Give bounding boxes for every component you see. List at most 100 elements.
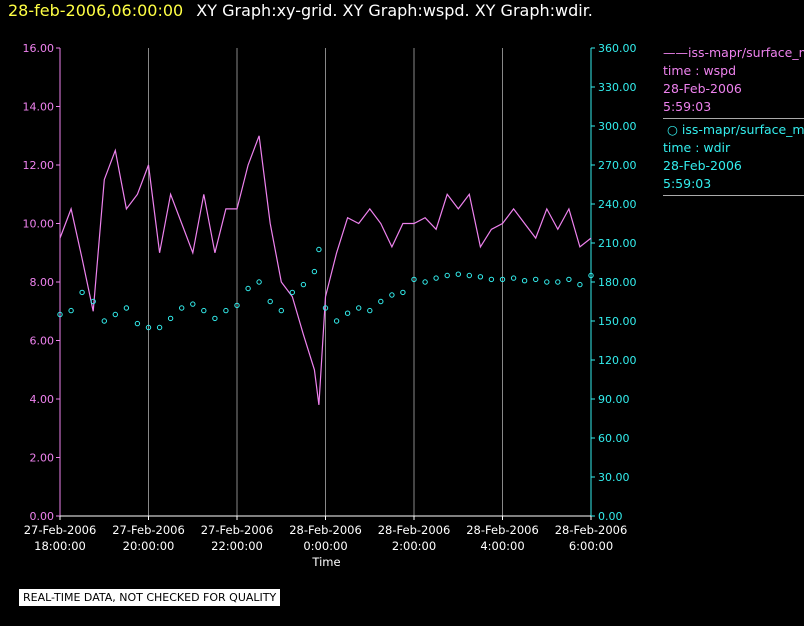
y-left-tick-label: 16.00	[23, 42, 55, 55]
y-right-tick-label: 210.00	[598, 237, 637, 250]
x-tick-label-time: 20:00:00	[123, 539, 175, 553]
series-wdir-point	[101, 318, 108, 324]
series-wdir-point	[79, 289, 85, 296]
disclaimer-label: REAL-TIME DATA, NOT CHECKED FOR QUALITY	[19, 589, 281, 606]
y-left-tick-label: 14.00	[23, 101, 55, 114]
x-tick-label-time: 2:00:00	[392, 539, 436, 553]
legend-wspd-label: ——iss-mapr/surface_m	[663, 45, 804, 60]
series-wdir-point	[311, 268, 318, 275]
y-left-tick-label: 0.00	[30, 510, 55, 523]
series-wdir-point	[316, 246, 322, 253]
x-tick-label-date: 27-Feb-2006	[24, 523, 97, 537]
series-wdir-point	[90, 298, 96, 305]
series-wdir-point	[322, 305, 329, 311]
series-wdir-point	[68, 307, 74, 314]
y-right-tick-label: 360.00	[598, 42, 637, 55]
series-wdir-point	[57, 311, 63, 318]
series-wdir-point	[477, 274, 484, 280]
y-right-tick-label: 330.00	[598, 81, 637, 94]
series-wdir-point	[145, 324, 152, 331]
series-wdir-point	[544, 279, 550, 285]
series-wdir-point	[455, 271, 461, 277]
series-wdir-point	[201, 307, 207, 314]
header-date: 28-feb-2006,06:00:00	[8, 1, 184, 20]
series-wdir-point	[499, 276, 506, 283]
x-tick-label-time: 4:00:00	[480, 539, 524, 553]
x-tick-label-date: 28-Feb-2006	[378, 523, 451, 537]
y-left-tick-label: 4.00	[30, 393, 55, 406]
series-wdir-point	[367, 307, 373, 314]
y-right-tick-label: 90.00	[598, 393, 630, 406]
series-wdir-point	[267, 298, 273, 305]
series-wdir-point	[256, 279, 262, 285]
header-titles: XY Graph:xy-grid. XY Graph:wspd. XY Grap…	[196, 1, 593, 20]
x-tick-label-date: 27-Feb-2006	[201, 523, 274, 537]
series-wdir-point	[533, 276, 539, 283]
series-wdir-point	[112, 311, 119, 318]
y-right-tick-label: 180.00	[598, 276, 637, 289]
legend-circle-icon: ○	[663, 122, 682, 137]
series-wdir-point	[223, 307, 229, 314]
x-tick-label-time: 0:00:00	[303, 539, 347, 553]
series-wdir-point	[134, 320, 141, 327]
series-wdir-point	[179, 305, 185, 311]
legend-wspd[interactable]: ——iss-mapr/surface_m time : wspd 28-Feb-…	[663, 44, 804, 119]
series-wdir-point	[234, 302, 240, 309]
series-wdir-point	[245, 285, 251, 292]
header: 28-feb-2006,06:00:00 XY Graph:xy-grid. X…	[8, 1, 593, 20]
y-left-tick-label: 2.00	[30, 452, 55, 465]
x-tick-label-time: 6:00:00	[569, 539, 613, 553]
legend-wspd-line2: 28-Feb-2006	[663, 81, 742, 96]
series-wdir-point	[278, 307, 284, 314]
x-tick-label-time: 22:00:00	[211, 539, 263, 553]
series-wdir-point	[566, 276, 572, 283]
y-right-tick-label: 150.00	[598, 315, 637, 328]
series-wspd-line	[59, 135, 592, 405]
series-wdir-point	[300, 281, 307, 288]
legend-line-icon: ——	[663, 45, 688, 60]
x-tick-label-date: 28-Feb-2006	[555, 523, 628, 537]
series-wdir-point	[156, 324, 163, 331]
y-right-tick-label: 30.00	[598, 471, 630, 484]
x-tick-label-date: 28-Feb-2006	[466, 523, 539, 537]
series-wdir-point	[433, 275, 439, 281]
x-axis-label: Time	[311, 555, 340, 569]
series-wdir-point	[212, 315, 218, 322]
series-wdir-point	[521, 278, 528, 284]
legend-wdir-line2: 28-Feb-2006	[663, 158, 742, 173]
series-wdir-point	[190, 301, 196, 307]
y-right-tick-label: 300.00	[598, 120, 637, 133]
legend-wdir-line1: time : wdir	[663, 140, 731, 155]
x-tick-label-date: 27-Feb-2006	[112, 523, 185, 537]
series-wdir-point	[378, 298, 384, 305]
y-left-tick-label: 8.00	[30, 276, 55, 289]
y-left-tick-label: 6.00	[30, 335, 55, 348]
series-wdir-point	[389, 292, 395, 298]
series-wdir-point	[466, 272, 472, 279]
y-left-tick-label: 10.00	[23, 218, 55, 231]
series-wdir-point	[422, 279, 428, 285]
legend-wdir-label: ○ iss-mapr/surface_m	[663, 122, 804, 137]
series-wdir-point	[555, 279, 561, 285]
y-right-tick-label: 120.00	[598, 354, 637, 367]
legend-wspd-line3: 5:59:03	[663, 99, 712, 114]
series-wdir-point	[411, 276, 417, 283]
legend-wdir[interactable]: ○ iss-mapr/surface_m time : wdir 28-Feb-…	[663, 121, 804, 196]
series-wdir-point	[400, 289, 406, 296]
y-right-tick-label: 0.00	[598, 510, 623, 523]
x-tick-label-date: 28-Feb-2006	[289, 523, 362, 537]
series-wdir-point	[167, 315, 174, 322]
series-wdir-point	[510, 275, 517, 281]
series-wdir-point	[356, 305, 362, 311]
series-wdir-point	[333, 318, 340, 324]
series-wdir-point	[289, 289, 295, 296]
legend: ——iss-mapr/surface_m time : wspd 28-Feb-…	[663, 44, 804, 198]
legend-wspd-line1: time : wspd	[663, 63, 737, 78]
series-wdir-point	[123, 305, 130, 311]
series-wdir-point	[344, 310, 351, 316]
legend-wdir-line3: 5:59:03	[663, 176, 712, 191]
x-tick-label-time: 18:00:00	[34, 539, 86, 553]
series-wdir-point	[588, 272, 594, 279]
y-right-tick-label: 270.00	[598, 159, 637, 172]
